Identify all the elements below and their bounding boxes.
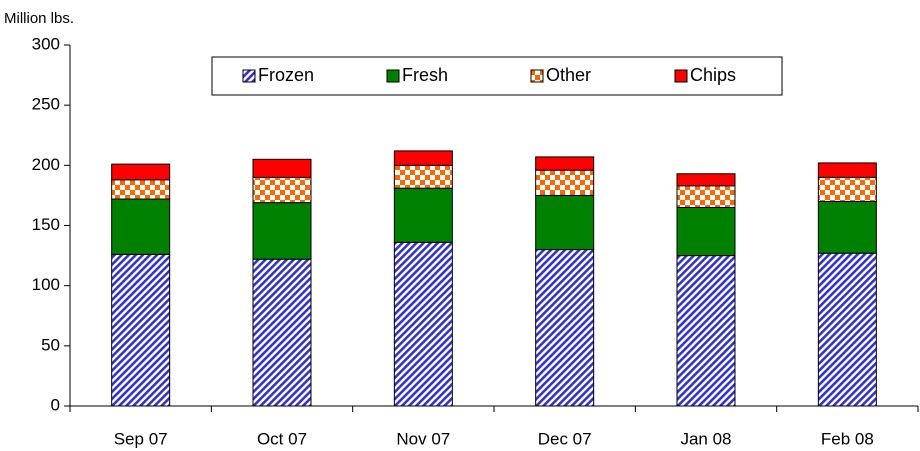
bar-segment (817, 200, 877, 254)
legend-label: Chips (690, 65, 736, 85)
bar-segment (676, 185, 736, 208)
bar-segment (252, 158, 312, 178)
legend-label: Frozen (258, 65, 314, 85)
bar-segment (676, 255, 736, 407)
bar-segment (817, 176, 877, 202)
y-tick-label: 150 (32, 215, 60, 234)
bar-segment (393, 187, 453, 243)
x-tick-label: Jan 08 (680, 429, 731, 448)
bar-segment (111, 179, 171, 200)
bar-segment (111, 198, 171, 255)
legend-swatch (530, 69, 544, 83)
bar-segment (535, 156, 595, 171)
bar-segment (393, 241, 453, 407)
bar-segment (817, 252, 877, 407)
y-tick-label: 200 (32, 155, 60, 174)
y-axis-label: Million lbs. (4, 10, 74, 27)
bar-segment (393, 164, 453, 189)
x-tick-label: Oct 07 (257, 429, 307, 448)
bar-segment (535, 249, 595, 407)
bar-segment (111, 163, 171, 181)
bar-segment (252, 258, 312, 407)
bar-segment (393, 150, 453, 166)
x-tick-label: Sep 07 (114, 429, 168, 448)
x-tick-label: Dec 07 (538, 429, 592, 448)
bar-segment (535, 169, 595, 196)
legend-label: Fresh (402, 65, 448, 85)
x-tick-label: Feb 08 (821, 429, 874, 448)
x-tick-label: Nov 07 (396, 429, 450, 448)
y-tick-label: 0 (51, 395, 60, 414)
bar-segment (111, 253, 171, 407)
bar-segment (535, 194, 595, 251)
legend-label: Other (546, 65, 591, 85)
y-tick-label: 300 (32, 34, 60, 53)
bar-segment (817, 162, 877, 178)
bar-segment (676, 206, 736, 257)
y-tick-label: 100 (32, 275, 60, 294)
legend-swatch (674, 69, 688, 83)
y-tick-label: 50 (41, 335, 60, 354)
bar-segment (252, 202, 312, 260)
bar-segment (676, 173, 736, 187)
legend-swatch (386, 69, 400, 83)
bar-segment (252, 176, 312, 204)
legend-swatch (242, 69, 256, 83)
y-tick-label: 250 (32, 95, 60, 114)
